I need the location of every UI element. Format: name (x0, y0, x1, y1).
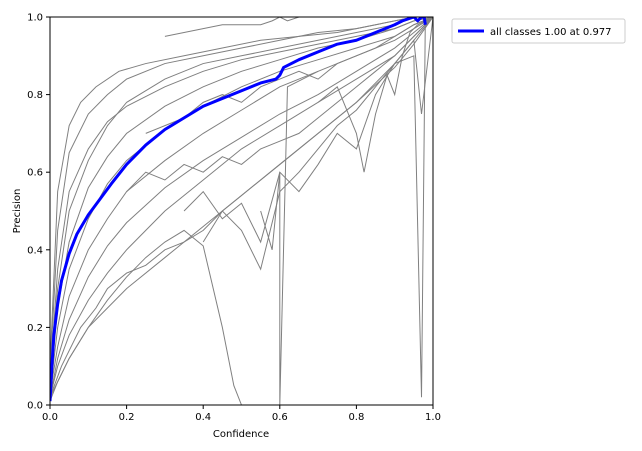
y-tick-label: 1.0 (27, 13, 43, 24)
aggregate-series-group (50, 17, 427, 402)
y-tick-label: 0.4 (27, 245, 43, 256)
legend-entry-all-classes: all classes 1.00 at 0.977 (490, 27, 612, 38)
y-axis-label: Precision (12, 189, 23, 234)
series-line-class-7 (50, 17, 433, 394)
series-line-class-3 (50, 17, 433, 367)
y-tick-label: 0.8 (27, 90, 43, 101)
x-tick-label: 1.0 (425, 412, 441, 423)
series-line-class-12 (50, 229, 242, 405)
class-series-group (50, 17, 433, 405)
series-line-class-10 (50, 17, 433, 402)
x-tick-label: 0.8 (348, 412, 364, 423)
series-line-class-5 (50, 17, 433, 390)
series-line-class-17 (317, 17, 433, 173)
series-line-class-16 (202, 17, 433, 271)
series-line-class-14 (260, 70, 319, 405)
series-line-class-13 (164, 17, 300, 37)
legend: all classes 1.00 at 0.977 (451, 18, 626, 44)
y-axis: 0.0 0.2 0.4 0.6 0.8 1.0 (27, 13, 50, 412)
series-line-class-18 (126, 17, 433, 192)
series-line-class-6 (50, 17, 433, 394)
series-line-class-19 (145, 17, 433, 134)
x-tick-label: 0.0 (42, 412, 58, 423)
x-tick-label: 0.2 (119, 412, 135, 423)
y-tick-label: 0.2 (27, 323, 43, 334)
legend-box (451, 18, 626, 44)
series-line-class-11 (50, 17, 433, 398)
x-axis-label: Confidence (213, 429, 269, 440)
series-line-class-8 (50, 17, 433, 398)
series-line-class-15 (183, 17, 426, 398)
x-axis: 0.0 0.2 0.4 0.6 0.8 1.0 (42, 405, 441, 423)
x-tick-label: 0.4 (195, 412, 211, 423)
series-line-all-classes (50, 17, 427, 402)
y-tick-label: 0.6 (27, 168, 43, 179)
axes-frame (49, 16, 434, 406)
series-line-class-1 (50, 17, 433, 386)
x-tick-label: 0.6 (272, 412, 288, 423)
plot-area (49, 16, 434, 406)
y-tick-label: 0.0 (27, 401, 43, 412)
series-line-class-9 (50, 17, 433, 398)
